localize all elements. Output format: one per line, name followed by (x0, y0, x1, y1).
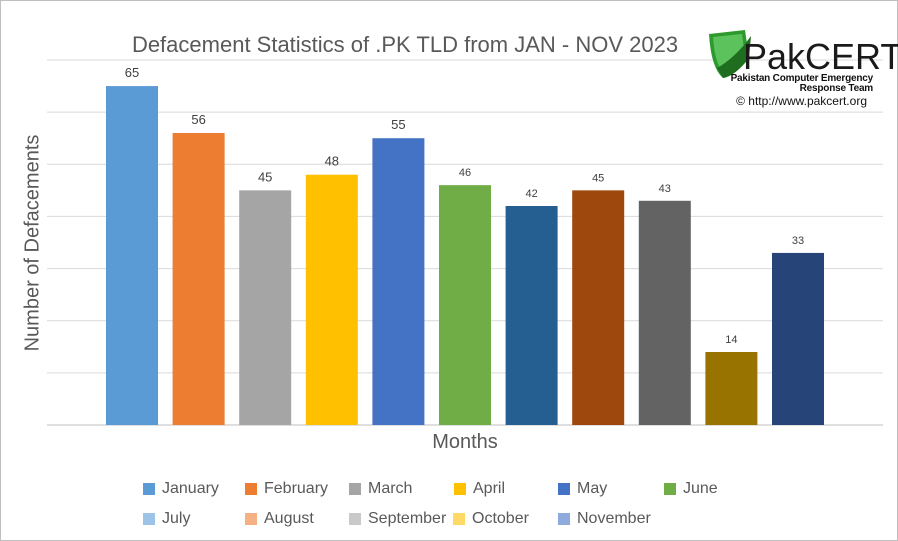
chart-title: Defacement Statistics of .PK TLD from JA… (131, 32, 679, 57)
shield-icon (709, 30, 751, 78)
data-label-september: 43 (659, 183, 671, 195)
logo-tagline: Pakistan Computer Emergency Response Tea… (707, 73, 874, 94)
data-label-may: 55 (391, 117, 405, 132)
bar-april (305, 174, 358, 425)
bar-october (705, 352, 758, 425)
bar-august (572, 190, 625, 425)
data-label-june: 46 (459, 167, 471, 179)
data-label-october: 14 (725, 334, 737, 346)
bar-february (172, 133, 225, 425)
logo-tagline-line2: Response Team (799, 83, 874, 94)
logo-url: © http://www.pakcert.org (736, 94, 867, 108)
bar-january (106, 86, 158, 426)
data-label-august: 45 (592, 172, 604, 184)
logo-tagline-line1: Pakistan Computer Emergency (730, 73, 874, 84)
pakcert-logo: PakCERT Pakistan Computer Emergency Resp… (703, 22, 898, 112)
data-label-july: 42 (525, 188, 537, 200)
bar-march (239, 190, 292, 425)
data-label-february: 56 (191, 112, 205, 127)
y-axis-label: Number of Defacements (21, 134, 44, 352)
data-label-january: 65 (125, 65, 139, 80)
data-label-april: 48 (325, 154, 339, 169)
bar-july (505, 206, 558, 425)
data-label-november: 33 (792, 235, 804, 247)
x-axis-label: Months (432, 431, 498, 453)
bar-september (638, 200, 691, 425)
data-label-march: 45 (258, 169, 272, 184)
logo-brand: PakCERT (743, 36, 898, 77)
bar-june (439, 185, 491, 425)
bar-may (372, 138, 425, 425)
bar-november (772, 252, 824, 425)
